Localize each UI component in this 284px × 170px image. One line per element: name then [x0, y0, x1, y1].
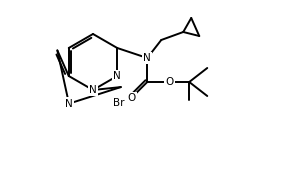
Text: O: O — [127, 93, 135, 103]
Text: O: O — [165, 77, 173, 87]
Text: N: N — [89, 85, 97, 95]
Text: N: N — [65, 99, 73, 109]
Text: Br: Br — [113, 98, 125, 108]
Text: N: N — [113, 71, 121, 81]
Text: N: N — [143, 53, 151, 63]
